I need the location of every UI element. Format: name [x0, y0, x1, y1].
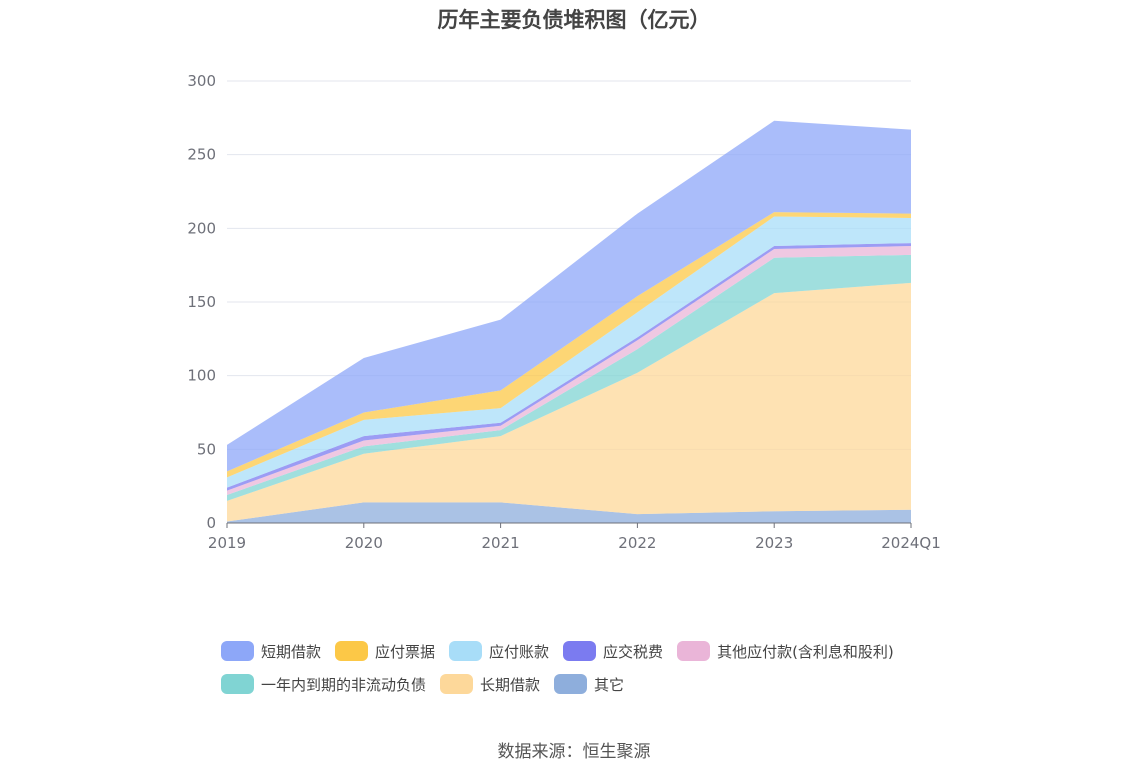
legend-row: 短期借款 应付票据 应付账款 应交税费 其他应付款(含利息和股利) — [221, 640, 981, 662]
legend-item[interactable]: 短期借款 — [221, 641, 321, 662]
area-series-1 — [227, 282, 911, 522]
area-series-6 — [227, 212, 911, 478]
y-tick-label: 250 — [187, 146, 216, 164]
legend-swatch — [563, 641, 597, 661]
y-tick-label: 300 — [187, 72, 216, 90]
legend-label: 长期借款 — [480, 675, 541, 694]
legend-item[interactable]: 其它 — [554, 674, 624, 695]
chart-title: 历年主要负债堆积图（亿元） — [437, 8, 711, 32]
legend-label: 应付票据 — [375, 642, 436, 661]
data-source: 数据来源：恒生聚源 — [497, 742, 651, 762]
legend-swatch — [335, 641, 369, 661]
chart-legend: 短期借款 应付票据 应付账款 应交税费 其他应付款(含利息和股利) 一年内到期的非流动负债… — [221, 640, 981, 706]
legend-swatch — [221, 641, 254, 661]
legend-label: 应交税费 — [603, 642, 664, 661]
legend-label: 一年内到期的非流动负债 — [261, 675, 427, 694]
y-tick-label: 200 — [187, 219, 216, 237]
legend-swatch — [221, 674, 254, 694]
x-tick-label: 2024Q1 — [881, 534, 941, 552]
legend-swatch — [449, 641, 483, 661]
x-tick-label: 2020 — [345, 534, 383, 552]
area-series-3 — [227, 246, 911, 496]
legend-swatch — [554, 674, 588, 694]
area-series-0 — [227, 502, 911, 523]
y-tick-label: 50 — [197, 440, 216, 458]
legend-swatch — [440, 674, 474, 694]
area-series-7 — [227, 120, 911, 472]
legend-label: 应付账款 — [489, 642, 550, 661]
legend-item[interactable]: 长期借款 — [440, 674, 540, 695]
legend-swatch — [677, 641, 711, 661]
area-series-2 — [227, 254, 911, 501]
y-tick-label: 150 — [187, 293, 216, 311]
x-tick-label: 2022 — [618, 534, 656, 552]
y-tick-label: 100 — [187, 367, 216, 385]
y-tick-label: 0 — [206, 514, 216, 532]
x-tick-label: 2019 — [208, 534, 246, 552]
legend-item[interactable]: 其他应付款(含利息和股利) — [677, 641, 894, 662]
x-tick-label: 2023 — [755, 534, 793, 552]
legend-label: 短期借款 — [261, 642, 322, 661]
legend-row: 一年内到期的非流动负债 长期借款 其它 — [221, 673, 981, 695]
area-series-5 — [227, 216, 911, 488]
legend-item[interactable]: 一年内到期的非流动负债 — [221, 674, 426, 695]
legend-item[interactable]: 应付票据 — [335, 641, 435, 662]
legend-item[interactable]: 应付账款 — [449, 641, 549, 662]
legend-label: 其它 — [594, 675, 625, 694]
legend-label: 其他应付款(含利息和股利) — [717, 642, 894, 661]
legend-item[interactable]: 应交税费 — [563, 641, 663, 662]
x-tick-label: 2021 — [482, 534, 520, 552]
